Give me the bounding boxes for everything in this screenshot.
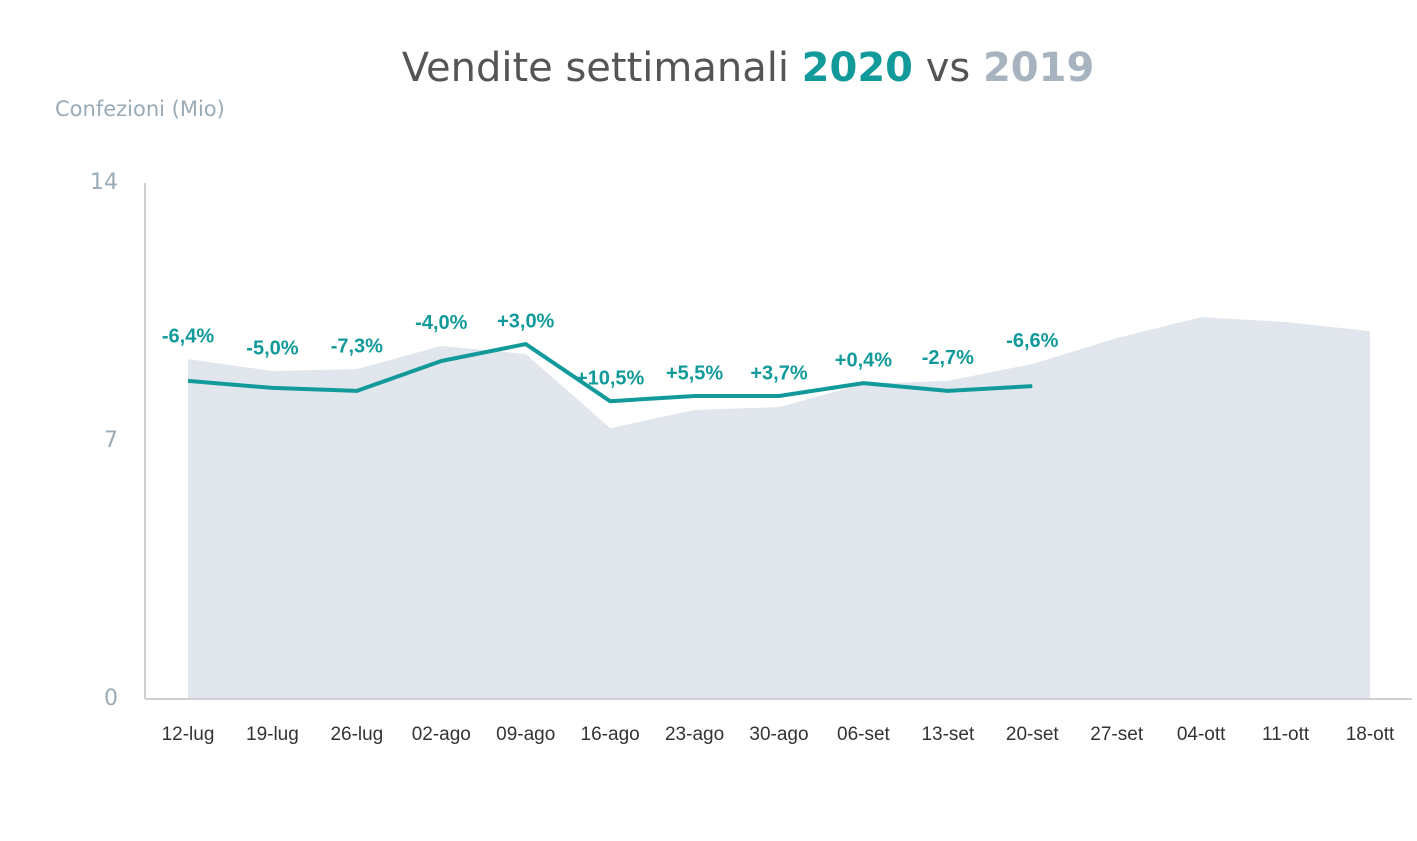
- y-tick-label: 0: [104, 686, 118, 711]
- x-tick-label: 19-lug: [246, 724, 299, 745]
- data-label: -7,3%: [331, 335, 383, 357]
- x-tick-label: 11-ott: [1262, 724, 1310, 745]
- title-part: 2019: [983, 45, 1094, 91]
- y-tick-label: 14: [90, 170, 118, 195]
- area: [188, 317, 1370, 699]
- x-tick-label: 09-ago: [496, 724, 555, 745]
- title-part: Vendite settimanali: [402, 45, 789, 91]
- data-label: +10,5%: [576, 367, 645, 389]
- x-tick-label: 20-set: [1006, 724, 1060, 745]
- x-tick-label: 30-ago: [749, 724, 808, 745]
- data-label: +3,0%: [497, 310, 554, 332]
- data-label: -5,0%: [246, 337, 298, 359]
- x-tick-label: 27-set: [1090, 724, 1144, 745]
- y-tick-label: 7: [104, 428, 118, 453]
- chart-title: Vendite settimanali 2020 vs 2019: [402, 45, 1095, 91]
- x-tick-label: 02-ago: [412, 724, 471, 745]
- y-axis-label: Confezioni (Mio): [55, 97, 225, 121]
- data-label: +5,5%: [666, 362, 723, 384]
- data-label: -2,7%: [922, 347, 974, 369]
- x-tick-label: 16-ago: [581, 724, 640, 745]
- x-tick-label: 18-ott: [1346, 724, 1395, 745]
- data-label: -6,4%: [162, 325, 214, 347]
- data-label: -4,0%: [415, 312, 467, 334]
- x-tick-label: 26-lug: [330, 724, 383, 745]
- title-part: vs: [926, 45, 971, 91]
- x-tick-label: 23-ago: [665, 724, 724, 745]
- data-label: -6,6%: [1006, 330, 1058, 352]
- line: [187, 342, 1033, 404]
- data-label: +0,4%: [835, 349, 892, 371]
- x-tick-label: 13-set: [921, 724, 975, 745]
- title-part: 2020: [802, 45, 913, 91]
- x-tick-label: 06-set: [837, 724, 891, 745]
- x-tick-label: 04-ott: [1177, 724, 1226, 745]
- x-tick-label: 12-lug: [162, 724, 215, 745]
- data-label: +3,7%: [750, 362, 807, 384]
